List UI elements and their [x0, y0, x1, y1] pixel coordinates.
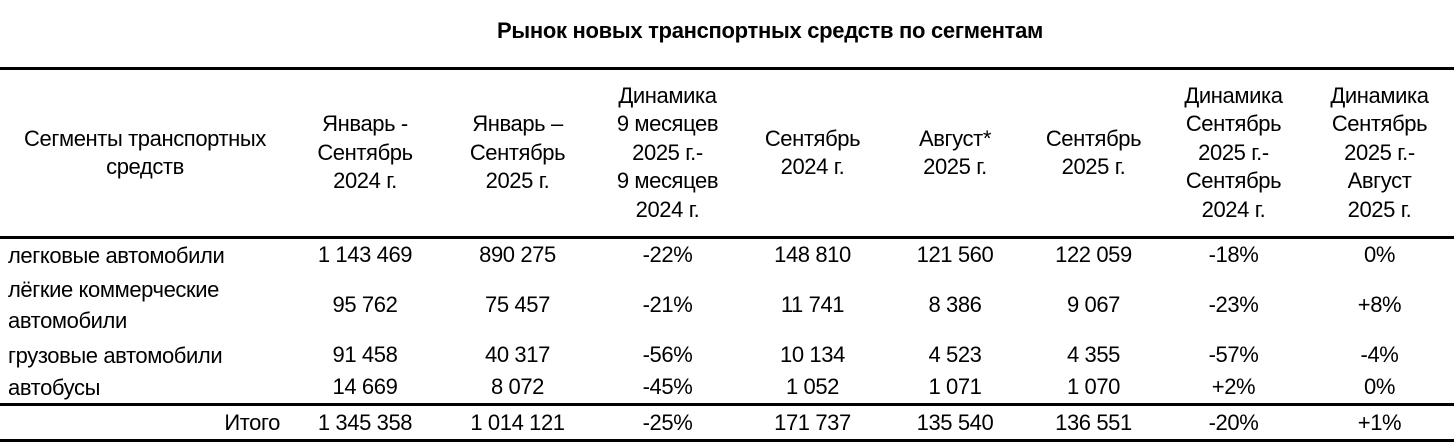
table-cell: -22% [642, 242, 693, 267]
column-header: Динамика Сентябрь 2025 г.- Август 2025 г… [1330, 82, 1429, 222]
column-header: Сегменты транспортных средств [24, 125, 266, 180]
column-header: Январь - Сентябрь 2024 г. [317, 111, 413, 194]
table-cell: 14 669 [332, 374, 398, 399]
table-cell: -45% [642, 374, 693, 399]
table-cell: 11 741 [780, 292, 845, 317]
column-header: Сентябрь 2024 г. [764, 125, 861, 180]
segment-name: автобусы [8, 374, 100, 400]
table-cell: 8 072 [490, 374, 545, 399]
table-cell: 1 345 358 [317, 409, 413, 435]
column-header: Динамика Сентябрь 2025 г.- Сентябрь 2024… [1184, 82, 1283, 222]
table-cell: -23% [1208, 292, 1259, 317]
table-cell: +1% [1357, 409, 1402, 435]
column-header: Сентябрь 2025 г. [1045, 125, 1142, 180]
table-cell: 1 071 [928, 374, 982, 399]
table-cell: -18% [1208, 242, 1259, 267]
table-cell: 4 355 [1066, 342, 1121, 367]
table-cell: 121 560 [916, 242, 994, 267]
header-row: Сегменты транспортных средств Январь - С… [0, 68, 1454, 238]
table-cell: 890 275 [479, 242, 556, 267]
table-cell: 1 143 469 [317, 242, 413, 267]
table-cell: -4% [1360, 342, 1399, 367]
table-row: лёгкие коммерческие автомобили 95 762 75 4… [0, 271, 1454, 339]
table-cell: 136 551 [1055, 409, 1132, 435]
table-cell: 8 386 [928, 292, 982, 317]
table-cell: 75 457 [485, 292, 550, 317]
segment-name: грузовые автомобили [8, 342, 223, 368]
total-row: Итого 1 345 358 1 014 121 -25% 171 737 135 54… [0, 404, 1454, 441]
table-cell: 1 052 [785, 374, 840, 399]
table-cell: -21% [642, 292, 693, 317]
table-cell: 0% [1364, 374, 1395, 399]
table-cell: -57% [1208, 342, 1259, 367]
vehicle-market-table: Сегменты транспортных средств Январь - С… [0, 67, 1454, 442]
table-cell: 1 070 [1066, 374, 1121, 399]
table-cell: +8% [1357, 292, 1402, 317]
table-title: Рынок новых транспортных средств по сегм… [496, 18, 1044, 43]
table-cell: +2% [1211, 374, 1256, 399]
table-row: легковые автомобили 1 143 469 890 275 -22% 1… [0, 238, 1454, 272]
table-cell: 135 540 [916, 409, 994, 435]
table-row: грузовые автомобили 91 458 40 317 -56% 10 13… [0, 339, 1454, 371]
table-cell: -25% [642, 409, 693, 435]
column-header: Август* 2025 г. [919, 125, 991, 180]
table-row: автобусы 14 669 8 072 -45% 1 052 1 071 1 070 +2… [0, 371, 1454, 405]
column-header: Январь – Сентябрь 2025 г. [469, 111, 566, 194]
table-cell: -56% [642, 342, 693, 367]
table-cell: 4 523 [928, 342, 982, 367]
total-label: Итого [224, 410, 280, 435]
table-cell: 9 067 [1066, 292, 1121, 317]
segment-name: лёгкие коммерческие автомобили [8, 277, 219, 333]
table-cell: 40 317 [485, 342, 550, 367]
table-cell: 148 810 [774, 242, 851, 267]
segment-name: легковые автомобили [8, 242, 225, 268]
table-cell: -20% [1208, 409, 1259, 435]
table-cell: 122 059 [1055, 242, 1132, 267]
table-cell: 10 134 [780, 342, 845, 367]
table-cell: 91 458 [332, 342, 398, 367]
column-header: Динамика 9 месяцев 2025 г.- 9 месяцев 20… [616, 82, 719, 222]
table-cell: 95 762 [332, 292, 398, 317]
table-cell: 171 737 [774, 409, 851, 435]
table-cell: 1 014 121 [470, 409, 565, 435]
table-cell: 0% [1364, 242, 1395, 267]
